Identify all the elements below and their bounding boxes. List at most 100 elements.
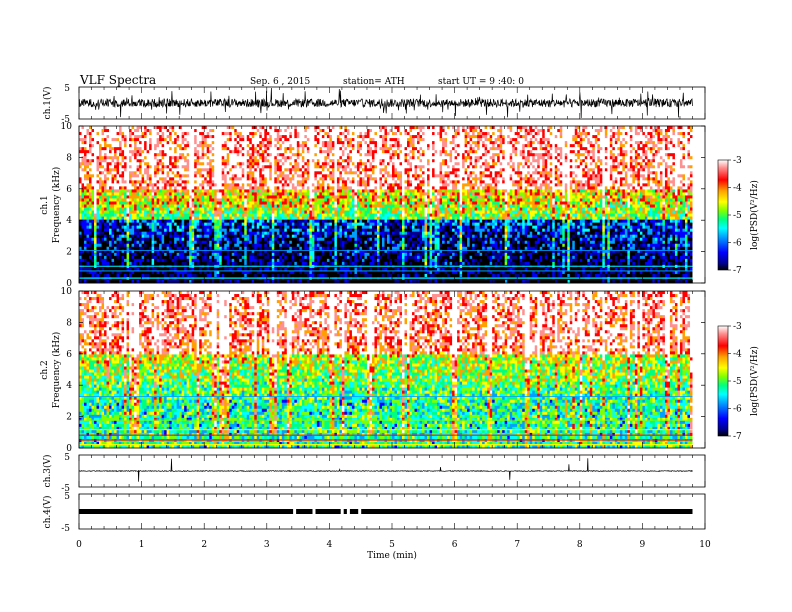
spectrogram-cell [282, 186, 285, 189]
spectrogram-cell [262, 141, 265, 144]
spectrogram-cell [277, 183, 280, 186]
spectrogram-cell [269, 135, 272, 138]
spectrogram-cell [254, 144, 257, 147]
spectrogram-cell [229, 238, 232, 241]
spectrogram-cell [227, 223, 230, 226]
spectrogram-cell [144, 256, 147, 259]
spectrogram-cell [144, 183, 147, 186]
spectrogram-cell [219, 174, 222, 177]
spectrogram-cell [84, 183, 87, 186]
spectrogram-cell [297, 138, 300, 141]
spectrogram-cell [89, 186, 92, 189]
spectrogram-cell [229, 256, 232, 259]
spectrogram-cell [194, 229, 197, 232]
spectrogram-cell [282, 132, 285, 135]
spectrogram-cell [167, 208, 170, 211]
spectrogram-cell [262, 201, 265, 204]
spectrogram-cell [317, 147, 320, 150]
spectrogram-cell [189, 174, 192, 177]
spectrogram-cell [304, 147, 307, 150]
spectrogram-cell [259, 135, 262, 138]
spectrogram-cell [269, 150, 272, 153]
spectrogram-cell [267, 135, 270, 138]
spectrogram-cell [242, 253, 245, 256]
spectrogram-cell [144, 129, 147, 132]
spectrogram-cell [94, 217, 97, 220]
spectrogram-cell [124, 183, 127, 186]
spectrogram-cell [117, 201, 120, 204]
spectrogram-cell [184, 247, 187, 250]
spectrogram-cell [217, 141, 220, 144]
spectrogram-cell [224, 247, 227, 250]
spectrogram-cell [169, 235, 172, 238]
spectrogram-cell [209, 183, 212, 186]
spectrogram-cell [202, 177, 205, 180]
spectrogram-cell [99, 159, 102, 162]
spectrogram-cell [134, 229, 137, 232]
spectrogram-cell [214, 156, 217, 159]
spectrogram-cell [139, 177, 142, 180]
spectrogram-cell [99, 174, 102, 177]
spectrogram-cell [207, 126, 210, 129]
spectrogram-cell [229, 189, 232, 192]
spectrogram-cell [262, 195, 265, 198]
spectrogram-cell [279, 177, 282, 180]
spectrogram-cell [297, 147, 300, 150]
spectrogram-cell [269, 195, 272, 198]
spectrogram-cell [234, 223, 237, 226]
spectrogram-cell [312, 132, 315, 135]
spectrogram-cell [259, 138, 262, 141]
spectrogram-cell [177, 192, 180, 195]
spectrogram-cell [184, 135, 187, 138]
spectrogram-cell [254, 135, 257, 138]
spectrogram-cell [154, 192, 157, 195]
spectrogram-cell [142, 141, 145, 144]
spectrogram-cell [182, 244, 185, 247]
spectrogram-cell [87, 235, 90, 238]
spectrogram-cell [139, 256, 142, 259]
spectrogram-cell [309, 223, 312, 226]
spectrogram-cell [182, 217, 185, 220]
spectrogram-cell [299, 141, 302, 144]
spectrogram-cell [312, 247, 315, 250]
spectrogram-cell [174, 189, 177, 192]
spectrogram-cell [207, 150, 210, 153]
spectrogram-cell [292, 253, 295, 256]
spectrogram-cell [309, 162, 312, 165]
spectrogram-cell [222, 211, 225, 214]
spectrogram-cell [184, 192, 187, 195]
spectrogram-cell [179, 195, 182, 198]
spectrogram-cell [287, 177, 290, 180]
spectrogram-cell [187, 168, 190, 171]
spectrogram-cell [102, 138, 105, 141]
spectrogram-cell [182, 208, 185, 211]
spectrogram-cell [82, 144, 85, 147]
spectrogram-cell [109, 135, 112, 138]
spectrogram-cell [244, 144, 247, 147]
spectrogram-cell [129, 153, 132, 156]
spectrogram-cell [169, 150, 172, 153]
spectrogram-cell [159, 132, 162, 135]
spectrogram-cell [114, 129, 117, 132]
spectrogram-cell [137, 174, 140, 177]
spectrogram-cell [289, 132, 292, 135]
spectrogram-cell [179, 174, 182, 177]
spectrogram-cell [124, 205, 127, 208]
spectrogram-cell [279, 147, 282, 150]
spectrogram-cell [312, 141, 315, 144]
spectrogram-cell [132, 150, 135, 153]
spectrogram-cell [79, 253, 82, 256]
spectrogram-cell [182, 177, 185, 180]
spectrogram-cell [272, 192, 275, 195]
spectrogram-cell [79, 256, 82, 259]
spectrogram-cell [134, 180, 137, 183]
spectrogram-cell [309, 262, 312, 265]
spectrogram-cell [164, 211, 167, 214]
spectrogram-cell [97, 150, 100, 153]
spectrogram-cell [204, 262, 207, 265]
spectrogram-cell [134, 135, 137, 138]
spectrogram-cell [247, 150, 250, 153]
spectrogram-cell [89, 138, 92, 141]
spectrogram-cell [179, 189, 182, 192]
spectrogram-cell [132, 132, 135, 135]
